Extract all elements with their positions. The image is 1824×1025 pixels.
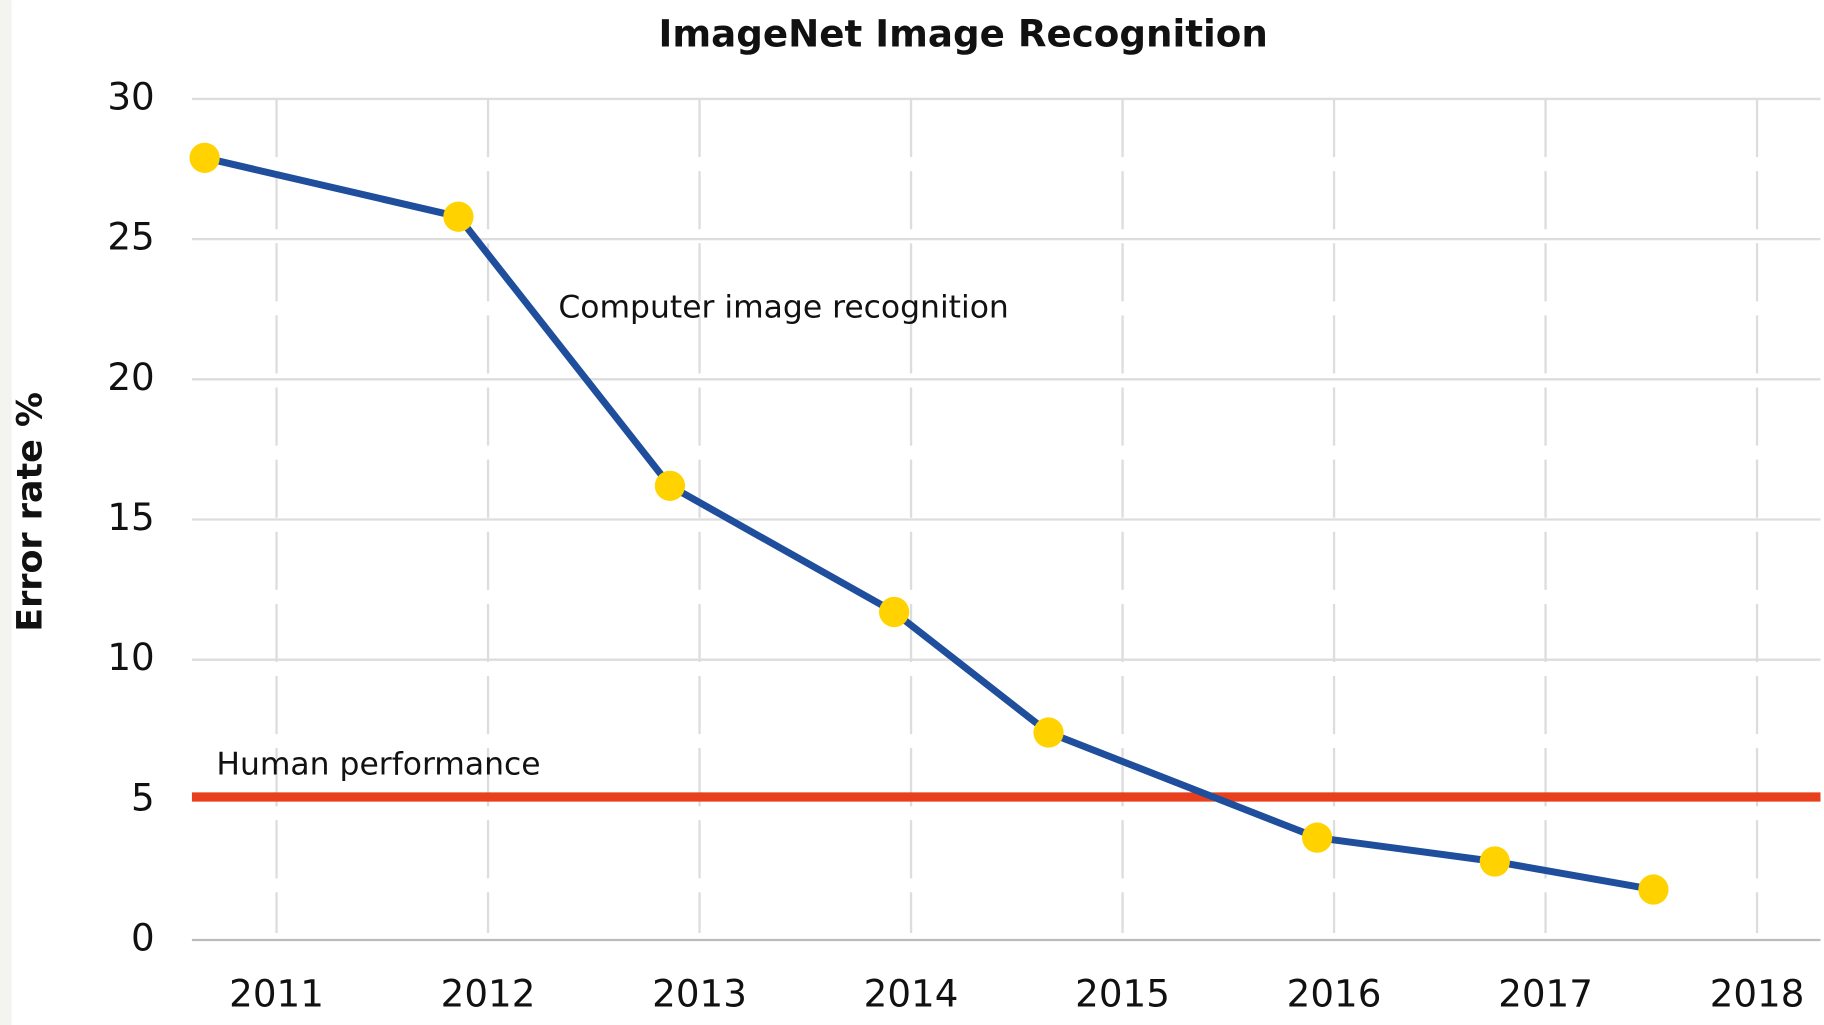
- chart-title: ImageNet Image Recognition: [658, 12, 1267, 56]
- x-tick-label: 2016: [1287, 971, 1382, 1015]
- point: [1479, 846, 1510, 877]
- series-label: Computer image recognition: [558, 289, 1008, 325]
- x-tick-label: 2011: [229, 971, 324, 1015]
- y-tick-label: 5: [131, 775, 155, 819]
- y-tick-label: 0: [131, 916, 155, 960]
- x-tick-label: 2017: [1498, 971, 1593, 1015]
- y-tick-label: 20: [107, 355, 154, 399]
- x-tick-label: 2018: [1710, 971, 1805, 1015]
- point: [879, 596, 910, 628]
- x-tick-label: 2015: [1075, 971, 1170, 1015]
- y-tick-label: 30: [107, 74, 154, 118]
- y-tick-label: 10: [107, 635, 154, 679]
- y-tick-label: 15: [107, 495, 154, 539]
- point: [189, 142, 220, 173]
- series-line: [203, 154, 1655, 893]
- point: [1302, 822, 1333, 853]
- point: [443, 201, 474, 232]
- x-tick-label: 2013: [652, 971, 747, 1015]
- point: [654, 470, 686, 501]
- point: [1033, 717, 1064, 748]
- x-tick-label: 2012: [441, 971, 536, 1015]
- y-axis-label: Error rate %: [10, 392, 50, 632]
- x-tick-label: 2014: [864, 971, 959, 1015]
- point: [1638, 874, 1669, 905]
- y-tick-label: 25: [107, 215, 154, 259]
- reference-label: Human performance: [216, 747, 540, 783]
- plot-background: [11, 0, 1824, 1025]
